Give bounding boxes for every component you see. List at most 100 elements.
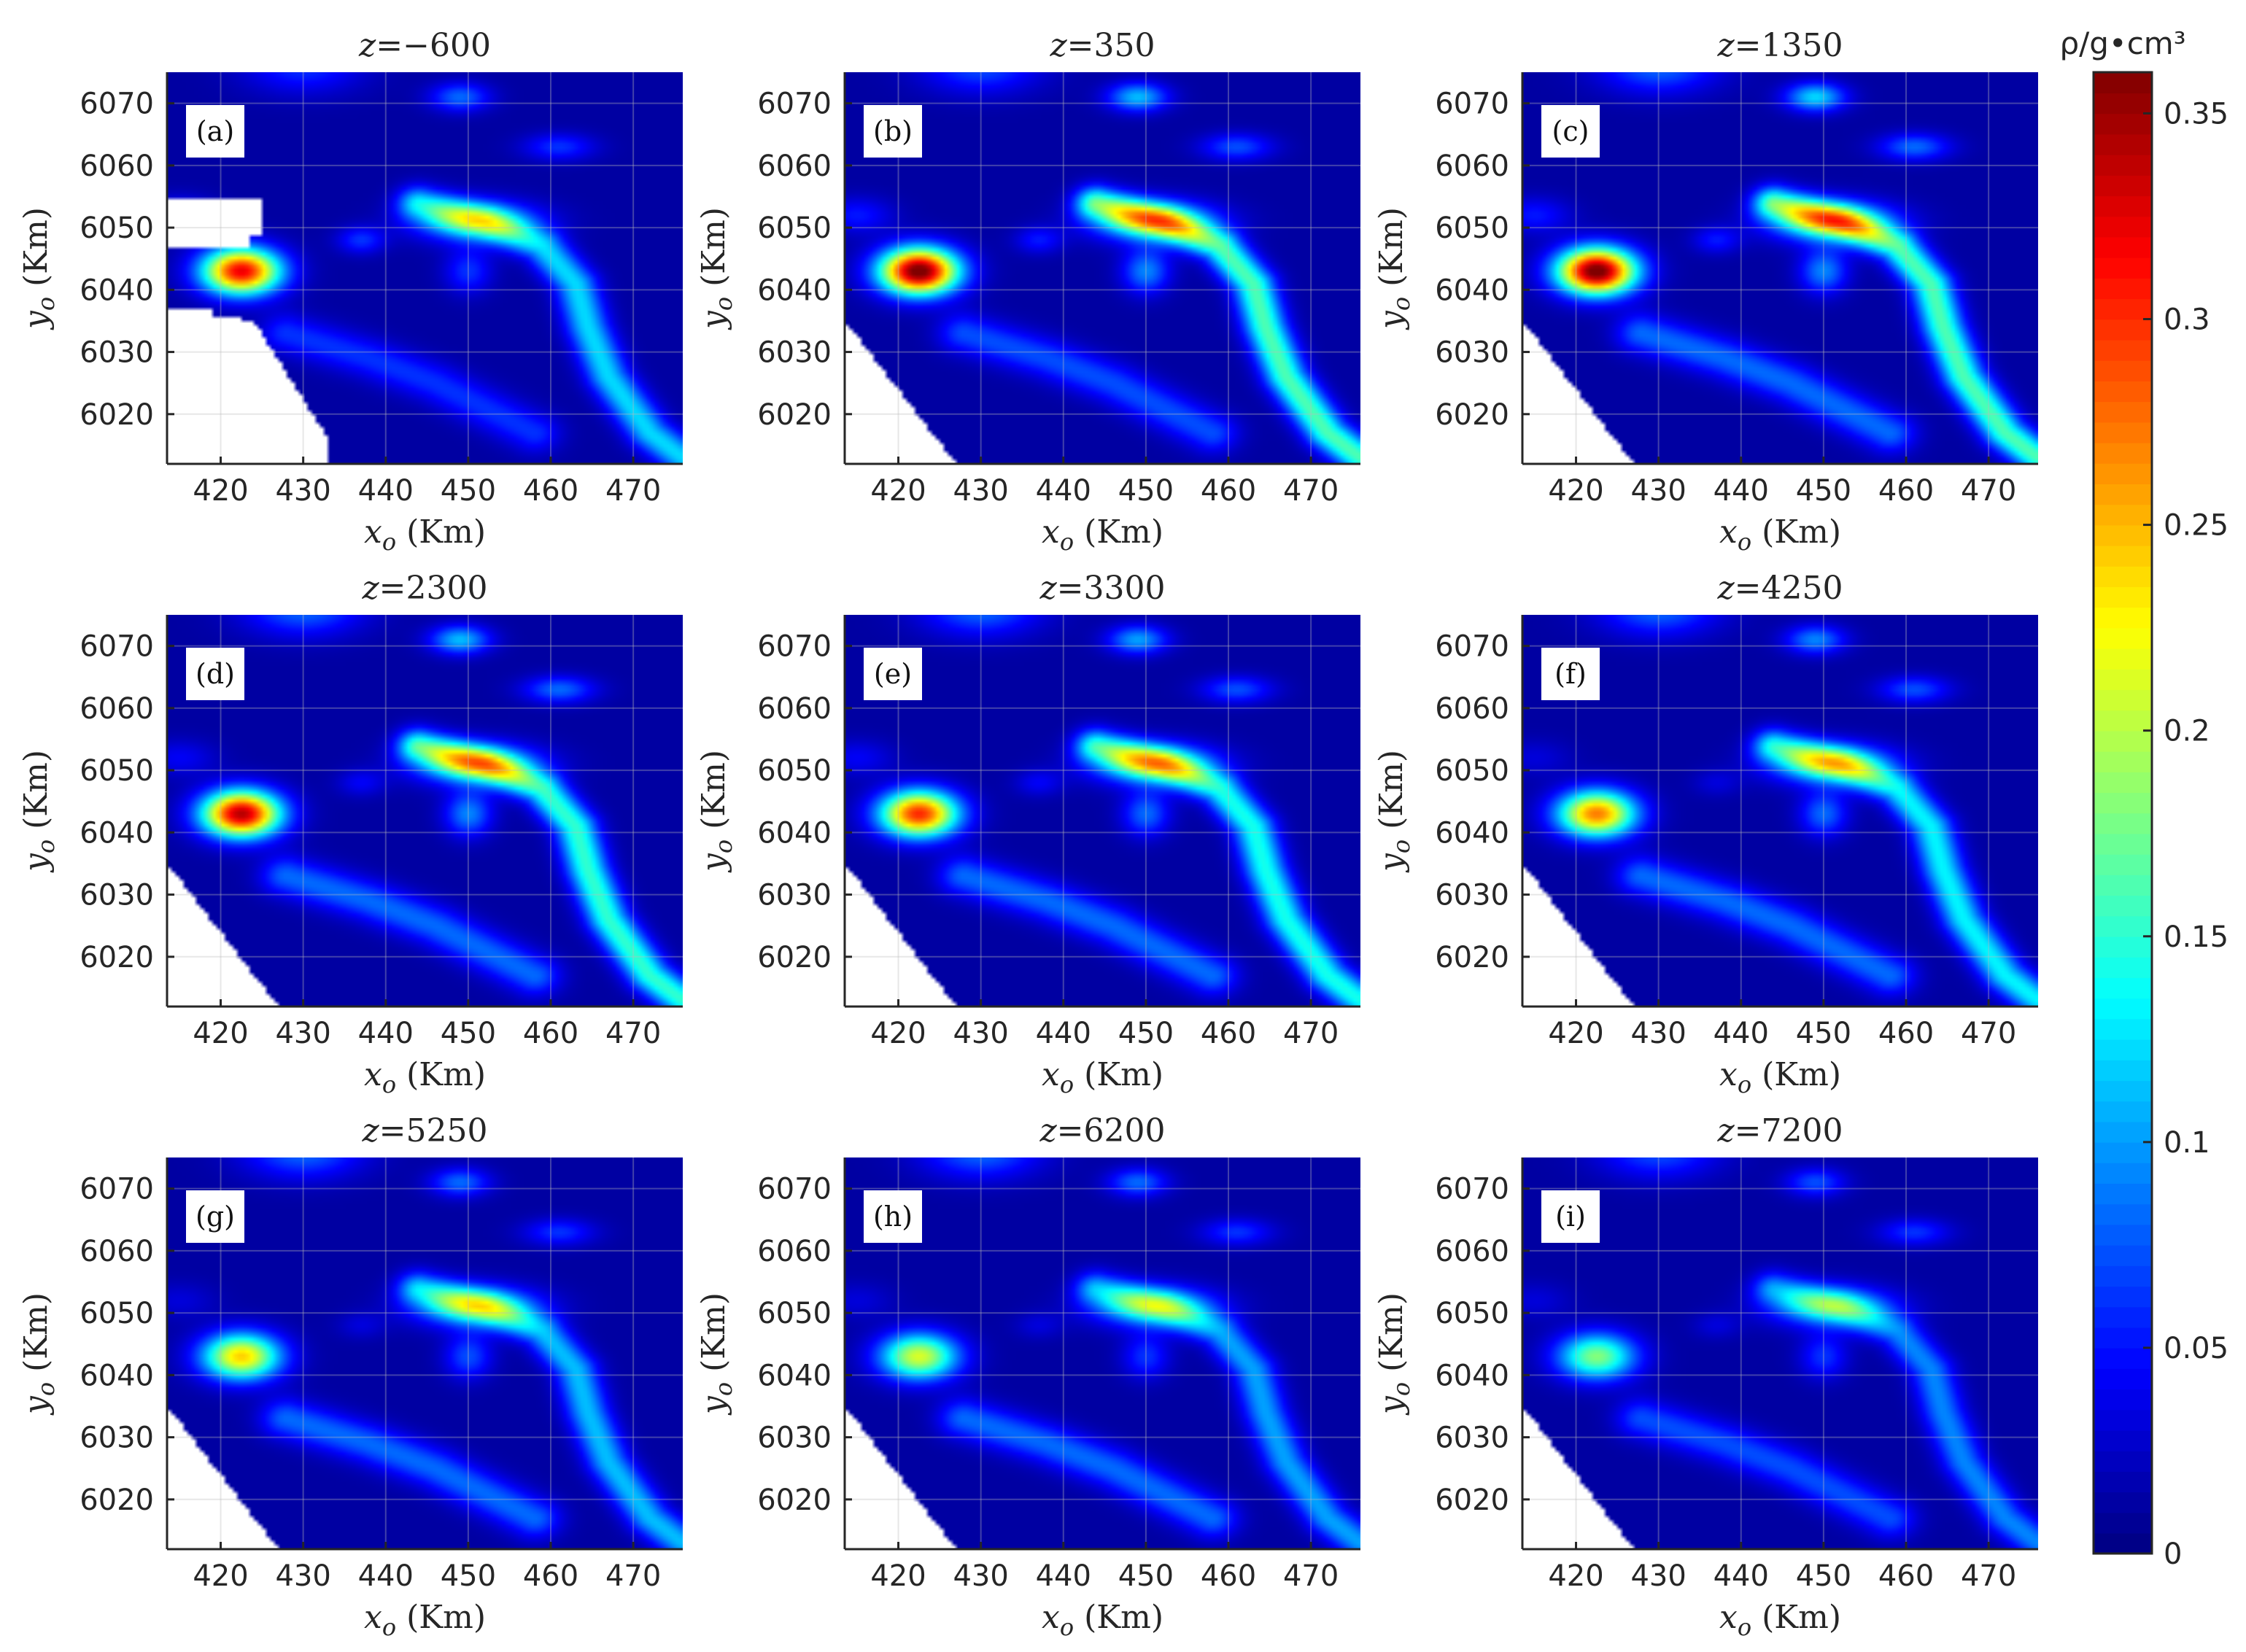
colorbar-band: [2094, 462, 2152, 484]
x-tick-label: 440: [1713, 1559, 1769, 1593]
x-tick-label: 450: [1796, 1017, 1851, 1050]
colorbar-band: [2094, 689, 2152, 711]
x-tick-label: 440: [1713, 474, 1769, 508]
panel-tag: (i): [1555, 1201, 1586, 1233]
colorbar-tick-label: 0.1: [2164, 1126, 2210, 1160]
y-tick-label: 6060: [1435, 692, 1509, 726]
colorbar-band: [2094, 813, 2152, 834]
colorbar-tick-label: 0.15: [2164, 920, 2228, 954]
density-heatmap: [845, 1157, 1360, 1549]
y-tick-label: 6030: [1435, 336, 1509, 370]
y-tick-label: 6040: [80, 1359, 154, 1392]
x-tick-label: 440: [1036, 1559, 1091, 1593]
x-tick-label: 430: [275, 1017, 330, 1050]
density-heatmap: [167, 615, 683, 1007]
y-tick-label: 6050: [757, 212, 832, 245]
y-tick-label: 6060: [80, 150, 154, 183]
panel-grid: 420 430 440 450 460 470 6020 6030 6040 6050 6060 60…: [18, 27, 2038, 1641]
x-tick-label: 450: [441, 1559, 496, 1593]
x-axis-label: xo (Km): [1719, 513, 1841, 556]
colorbar-band: [2094, 278, 2152, 300]
colorbar-band: [2094, 751, 2152, 772]
panel-title: z=2300: [361, 570, 487, 607]
colorbar-band: [2094, 1121, 2152, 1143]
x-tick-label: 470: [1961, 1017, 2016, 1050]
colorbar-band: [2094, 1141, 2152, 1163]
y-axis-label: yo (Km): [18, 750, 60, 873]
panel-c: 420 430 440 450 460 470 6020 6030 6040 6050 6060 60…: [1373, 27, 2038, 556]
colorbar-frame: [2092, 71, 2153, 1555]
panel-tag: (h): [873, 1201, 913, 1233]
colorbar-band: [2094, 1471, 2152, 1493]
x-tick-label: 430: [1630, 1559, 1686, 1593]
x-tick-label: 440: [1036, 1017, 1091, 1050]
x-tick-label: 430: [953, 474, 1008, 508]
y-axis-label: yo (Km): [695, 207, 737, 330]
colorbar-band: [2094, 524, 2152, 546]
x-tick-label: 440: [358, 1559, 414, 1593]
x-tick-label: 470: [1283, 474, 1339, 508]
colorbar-band: [2094, 833, 2152, 855]
panel-title: z=3300: [1039, 570, 1165, 607]
y-tick-label: 6070: [757, 88, 832, 121]
x-tick-label: 420: [1548, 1559, 1603, 1593]
y-tick-label: 6070: [80, 88, 154, 121]
y-tick-label: 6030: [1435, 1422, 1509, 1455]
colorbar-band: [2094, 1244, 2152, 1266]
colorbar-band: [2094, 1018, 2152, 1040]
panel-tag: (c): [1552, 115, 1589, 147]
x-tick-label: 430: [275, 1559, 330, 1593]
colorbar-band: [2094, 1203, 2152, 1225]
y-tick-label: 6060: [80, 692, 154, 726]
y-tick-label: 6060: [80, 1235, 154, 1268]
y-tick-label: 6040: [80, 816, 154, 850]
colorbar-band: [2094, 216, 2152, 238]
y-tick-label: 6020: [757, 941, 832, 974]
x-tick-label: 470: [605, 474, 661, 508]
y-tick-label: 6070: [1435, 630, 1509, 664]
colorbar-band: [2094, 1368, 2152, 1390]
colorbar-band: [2094, 1039, 2152, 1060]
panel-title: z=6200: [1039, 1112, 1165, 1149]
colorbar-band: [2094, 442, 2152, 464]
colorbar-band: [2094, 72, 2152, 94]
colorbar-tick-label: 0.2: [2164, 715, 2210, 748]
colorbar-band: [2094, 93, 2152, 115]
y-tick-label: 6020: [757, 398, 832, 432]
colorbar-title: ρ/g•cm³: [2059, 26, 2185, 61]
x-tick-label: 430: [275, 474, 330, 508]
colorbar-band: [2094, 1060, 2152, 1082]
panel-tag-box: [864, 648, 922, 700]
y-tick-label: 6020: [757, 1484, 832, 1517]
y-tick-label: 6020: [80, 1484, 154, 1517]
y-axis-label: yo (Km): [1373, 750, 1415, 873]
panel-tag-box: [864, 1190, 922, 1243]
panel-tag-box: [1541, 1190, 1600, 1243]
colorbar-band: [2094, 1512, 2152, 1534]
colorbar-band: [2094, 895, 2152, 917]
panel-f: 420 430 440 450 460 470 6020 6030 6040 6050 6060 60…: [1373, 570, 2038, 1098]
x-tick-label: 440: [1036, 474, 1091, 508]
colorbar-band: [2094, 484, 2152, 505]
x-tick-label: 420: [1548, 474, 1603, 508]
y-tick-label: 6030: [1435, 879, 1509, 912]
panel-tag: (g): [195, 1201, 235, 1233]
colorbar-band: [2094, 1532, 2152, 1554]
colorbar-tick-label: 0.25: [2164, 509, 2228, 543]
y-tick-label: 6050: [1435, 754, 1509, 788]
y-axis-label: yo (Km): [1373, 1292, 1415, 1416]
panel-title: z=−600: [358, 27, 491, 64]
colorbar-band: [2094, 154, 2152, 176]
y-tick-label: 6060: [757, 150, 832, 183]
x-tick-label: 460: [523, 474, 578, 508]
y-tick-label: 6050: [80, 1297, 154, 1330]
colorbar-band: [2094, 1409, 2152, 1431]
panel-title: z=1350: [1716, 27, 1843, 64]
colorbar-band: [2094, 360, 2152, 381]
density-heatmap: [1522, 615, 2038, 1007]
y-tick-label: 6060: [757, 1235, 832, 1268]
panel-tag: (b): [873, 115, 913, 147]
x-tick-label: 440: [1713, 1017, 1769, 1050]
y-tick-label: 6050: [80, 212, 154, 245]
y-tick-label: 6050: [80, 754, 154, 788]
